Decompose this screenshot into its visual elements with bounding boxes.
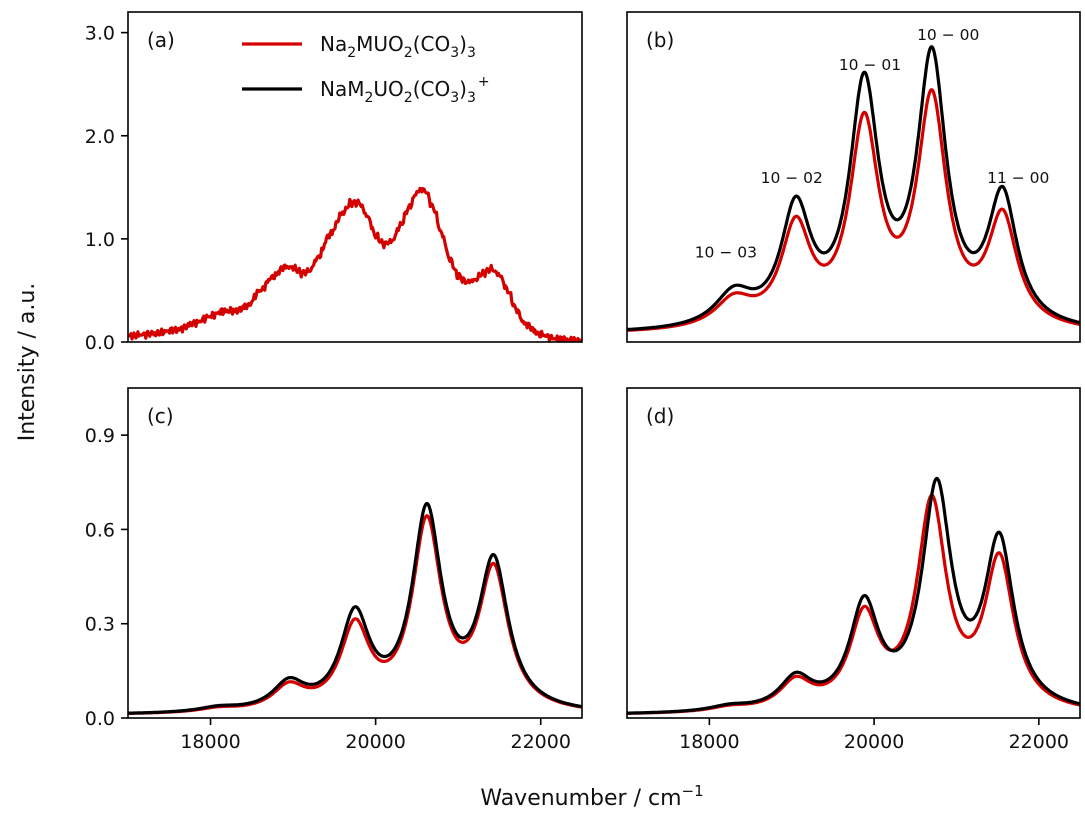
x-axis-label-main: Wavenumber / cm: [480, 786, 681, 811]
legend-entry: Na2MUO2(CO3)3: [320, 32, 476, 61]
x-tick-label: 22000: [1009, 731, 1069, 753]
panel-label: (b): [646, 28, 674, 52]
y-tick-label: 0.0: [85, 708, 115, 730]
x-tick-label: 18000: [679, 731, 739, 753]
panel-d: 18000 20000 22000 (d): [626, 387, 1081, 753]
y-tick-label: 2.0: [85, 126, 115, 148]
legend: Na2MUO2(CO3)3 NaM2UO2(CO3)3+: [242, 32, 490, 106]
plot-frame: [127, 11, 583, 343]
series-line-red: [627, 493, 1080, 715]
panel-label: (d): [646, 404, 674, 428]
series-line-black: [128, 501, 582, 715]
panel-a: 0.0 1.0 2.0 3.0 (a): [85, 11, 583, 354]
x-tick-label: 18000: [180, 731, 240, 753]
series-line-red: [627, 88, 1080, 332]
x-tick-label: 20000: [844, 731, 904, 753]
plot-frame: [626, 387, 1081, 719]
series-line-black: [627, 45, 1080, 332]
peak-annotation: 11 − 00: [987, 169, 1049, 187]
series-line-black: [627, 476, 1080, 715]
series-line-red: [128, 186, 582, 342]
y-tick-label: 1.0: [85, 229, 115, 251]
panel-b: (b) 10 − 03 10 − 02 10 − 01 10 − 00 11 − 00: [626, 11, 1081, 343]
y-tick-label: 3.0: [85, 23, 115, 45]
x-tick-label: 20000: [345, 731, 405, 753]
panel-c: 0.0 0.3 0.6 0.9 18000 20000 22000 (c): [85, 387, 583, 753]
y-tick-label: 0.6: [85, 519, 115, 541]
x-tick-label: 22000: [511, 731, 571, 753]
x-axis-label-superscript: −1: [682, 782, 704, 800]
panel-label: (c): [147, 404, 174, 428]
y-tick-label: 0.9: [85, 425, 115, 447]
panel-label: (a): [147, 28, 175, 52]
y-tick-label: 0.3: [85, 614, 115, 636]
peak-annotation: 10 − 03: [695, 243, 757, 261]
peak-annotation: 10 − 01: [839, 56, 901, 74]
x-axis-label: Wavenumber / cm−1: [480, 782, 703, 811]
legend-entry: NaM2UO2(CO3)3+: [320, 74, 490, 106]
plot-frame: [127, 387, 583, 719]
peak-annotation: 10 − 02: [761, 169, 823, 187]
plot-frame: [626, 11, 1081, 343]
y-axis-label: Intensity / a.u.: [15, 283, 40, 442]
series-line-red: [128, 514, 582, 715]
peak-annotation: 10 − 00: [917, 26, 979, 44]
y-tick-label: 0.0: [85, 332, 115, 354]
